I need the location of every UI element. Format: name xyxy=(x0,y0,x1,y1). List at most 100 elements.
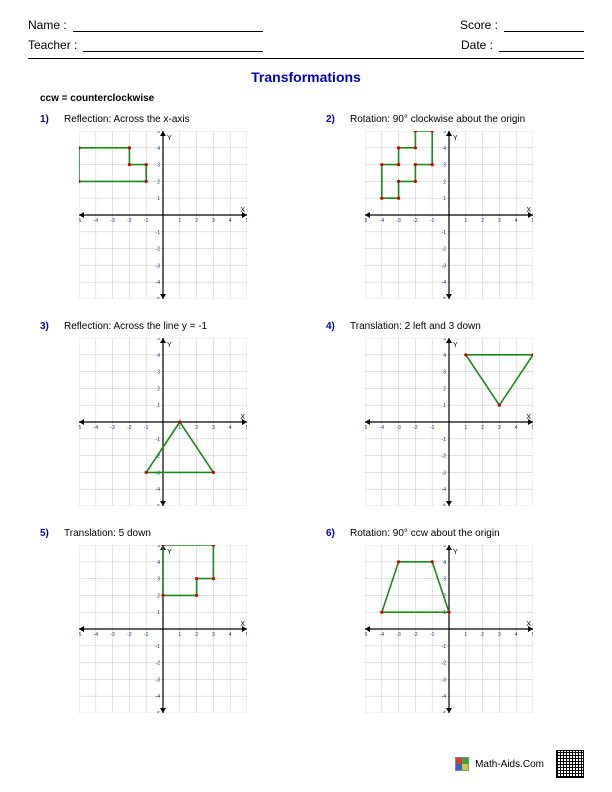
svg-text:2: 2 xyxy=(157,386,160,392)
svg-text:2: 2 xyxy=(157,179,160,185)
svg-text:-4: -4 xyxy=(156,280,161,286)
vertex-dot xyxy=(145,180,148,183)
svg-text:X: X xyxy=(240,621,245,628)
svg-text:1: 1 xyxy=(178,425,181,431)
svg-text:3: 3 xyxy=(212,218,215,224)
svg-text:-3: -3 xyxy=(396,425,401,431)
plot-container: -5-5-4-4-3-3-2-2-1-11122334455XY xyxy=(326,545,572,713)
coordinate-grid: -5-5-4-4-3-3-2-2-1-11122334455XY xyxy=(365,338,533,506)
note-text: ccw = counterclockwise xyxy=(40,93,584,104)
score-label: Score : xyxy=(460,18,498,32)
plot-container: -5-5-4-4-3-3-2-2-1-11122334455XY xyxy=(40,338,286,506)
vertex-dot xyxy=(195,577,198,580)
svg-text:-2: -2 xyxy=(127,632,132,638)
vertex-dot xyxy=(447,611,450,614)
plot-container: -5-5-4-4-3-3-2-2-1-11122334455XY xyxy=(40,131,286,299)
svg-text:-2: -2 xyxy=(442,661,447,667)
vertex-dot xyxy=(431,560,434,563)
svg-text:5: 5 xyxy=(246,632,247,638)
vertex-dot xyxy=(145,471,148,474)
problem-number: 4) xyxy=(326,321,340,332)
vertex-dot xyxy=(464,353,467,356)
score-field: Score : xyxy=(460,18,584,32)
coordinate-grid: -5-5-4-4-3-3-2-2-1-11122334455XY xyxy=(79,338,247,506)
plot-container: -5-5-4-4-3-3-2-2-1-11122334455XY xyxy=(40,545,286,713)
svg-text:-4: -4 xyxy=(442,487,447,493)
svg-text:-1: -1 xyxy=(144,218,149,224)
teacher-label: Teacher : xyxy=(28,38,77,52)
svg-text:-5: -5 xyxy=(365,218,367,224)
svg-text:4: 4 xyxy=(229,632,232,638)
svg-text:5: 5 xyxy=(532,218,533,224)
svg-text:2: 2 xyxy=(195,632,198,638)
svg-text:4: 4 xyxy=(229,425,232,431)
name-label: Name : xyxy=(28,18,67,32)
problem-text: Translation: 5 down xyxy=(64,528,151,539)
svg-text:-2: -2 xyxy=(442,247,447,253)
svg-text:5: 5 xyxy=(443,131,446,135)
svg-text:-4: -4 xyxy=(380,218,385,224)
svg-text:1: 1 xyxy=(157,403,160,409)
svg-text:-3: -3 xyxy=(110,632,115,638)
svg-text:3: 3 xyxy=(212,632,215,638)
svg-text:-1: -1 xyxy=(442,437,447,443)
name-line xyxy=(73,18,263,32)
svg-text:1: 1 xyxy=(464,425,467,431)
problem-prompt: 6) Rotation: 90° ccw about the origin xyxy=(326,528,572,539)
vertex-dot xyxy=(414,163,417,166)
date-line xyxy=(499,38,584,52)
page-title: Transformations xyxy=(28,69,584,85)
coordinate-grid: -5-5-4-4-3-3-2-2-1-11122334455XY xyxy=(79,545,247,713)
vertex-dot xyxy=(498,404,501,407)
svg-text:3: 3 xyxy=(443,370,446,376)
coordinate-grid: -5-5-4-4-3-3-2-2-1-11122334455XY xyxy=(365,131,533,299)
svg-text:X: X xyxy=(240,207,245,214)
svg-text:-4: -4 xyxy=(156,694,161,700)
svg-text:-4: -4 xyxy=(94,218,99,224)
vertex-dot xyxy=(397,197,400,200)
svg-text:-5: -5 xyxy=(79,218,81,224)
svg-text:2: 2 xyxy=(481,218,484,224)
svg-text:4: 4 xyxy=(229,218,232,224)
svg-text:2: 2 xyxy=(195,218,198,224)
svg-text:-5: -5 xyxy=(365,632,367,638)
coordinate-grid: -5-5-4-4-3-3-2-2-1-11122334455XY xyxy=(365,545,533,713)
vertex-dot xyxy=(397,146,400,149)
svg-text:5: 5 xyxy=(246,218,247,224)
vertex-dot xyxy=(431,163,434,166)
svg-text:-1: -1 xyxy=(430,632,435,638)
problem-4: 4) Translation: 2 left and 3 down -5-5-4… xyxy=(326,321,572,506)
problem-1: 1) Reflection: Across the x-axis -5-5-4-… xyxy=(40,114,286,299)
vertex-dot xyxy=(397,180,400,183)
svg-text:4: 4 xyxy=(157,146,160,152)
vertex-dot xyxy=(178,420,181,423)
svg-text:3: 3 xyxy=(443,577,446,583)
svg-text:4: 4 xyxy=(443,560,446,566)
svg-text:-3: -3 xyxy=(396,632,401,638)
svg-text:5: 5 xyxy=(157,338,160,342)
svg-text:4: 4 xyxy=(157,353,160,359)
svg-text:1: 1 xyxy=(464,632,467,638)
svg-text:-4: -4 xyxy=(380,425,385,431)
svg-text:-4: -4 xyxy=(156,487,161,493)
svg-text:-3: -3 xyxy=(396,218,401,224)
svg-text:5: 5 xyxy=(157,545,160,549)
svg-text:X: X xyxy=(526,621,531,628)
problem-5: 5) Translation: 5 down -5-5-4-4-3-3-2-2-… xyxy=(40,528,286,713)
svg-text:-2: -2 xyxy=(156,661,161,667)
svg-text:-1: -1 xyxy=(156,230,161,236)
plot-container: -5-5-4-4-3-3-2-2-1-11122334455XY xyxy=(326,338,572,506)
svg-text:3: 3 xyxy=(157,163,160,169)
svg-text:-5: -5 xyxy=(79,425,81,431)
name-field: Name : xyxy=(28,18,263,32)
svg-text:-2: -2 xyxy=(413,218,418,224)
svg-text:-1: -1 xyxy=(156,437,161,443)
vertex-dot xyxy=(128,163,131,166)
svg-text:X: X xyxy=(526,414,531,421)
vertex-dot xyxy=(397,163,400,166)
problem-prompt: 5) Translation: 5 down xyxy=(40,528,286,539)
svg-text:3: 3 xyxy=(157,370,160,376)
problem-number: 5) xyxy=(40,528,54,539)
svg-text:-5: -5 xyxy=(156,711,161,713)
svg-text:-4: -4 xyxy=(442,694,447,700)
